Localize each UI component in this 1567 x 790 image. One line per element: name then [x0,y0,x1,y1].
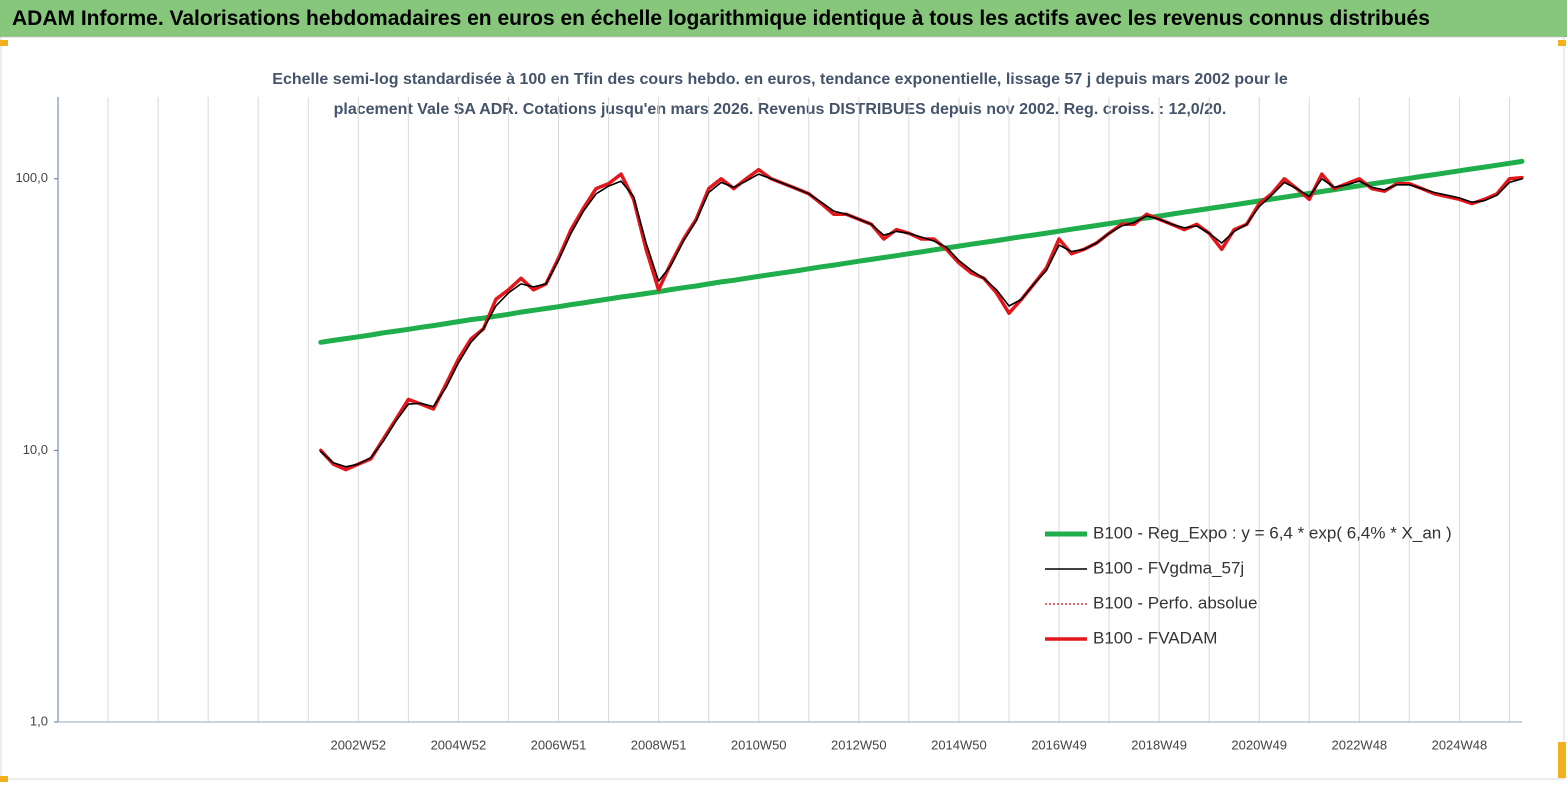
x-tick-label: 2016W49 [1031,737,1087,752]
page-title: ADAM Informe. Valorisations hebdomadaire… [12,7,1430,30]
y-tick-label: 1,0 [30,713,48,728]
x-tick-label: 2014W50 [931,737,987,752]
x-tick-label: 2012W50 [831,737,887,752]
x-tick-label: 2022W48 [1332,737,1388,752]
x-tick-label: 2010W50 [731,737,787,752]
x-tick-label: 2004W52 [431,737,487,752]
x-tick-label: 2018W49 [1131,737,1187,752]
corner-mark [0,776,8,782]
header-bar: ADAM Informe. Valorisations hebdomadaire… [0,0,1567,37]
x-tick-label: 2008W51 [631,737,687,752]
data-line [319,167,1524,472]
x-tick-label: 2020W49 [1231,737,1287,752]
y-tick-label: 10,0 [23,442,48,457]
x-tick-label: 2024W48 [1432,737,1488,752]
chart-subtitle: placement Vale SA ADR. Cotations jusqu'e… [334,101,1227,118]
x-tick-label: 2006W51 [531,737,587,752]
legend-label: B100 - Perfo. absolue [1093,593,1257,612]
data-line [320,173,1523,468]
corner-mark [0,40,8,46]
chart-subtitle: Echelle semi-log standardisée à 100 en T… [272,71,1288,88]
data-line [318,158,1525,345]
chart: Echelle semi-log standardisée à 100 en T… [0,36,1566,782]
chart-frame [0,36,1565,780]
x-tick-label: 2002W52 [330,737,386,752]
legend-label: B100 - Reg_Expo : y = 6,4 * exp( 6,4% * … [1093,523,1452,542]
legend-label: B100 - FVADAM [1093,628,1217,647]
corner-mark [1558,742,1566,778]
legend-label: B100 - FVgdma_57j [1093,558,1244,577]
corner-mark [1558,40,1566,46]
y-tick-label: 100,0 [15,170,48,185]
